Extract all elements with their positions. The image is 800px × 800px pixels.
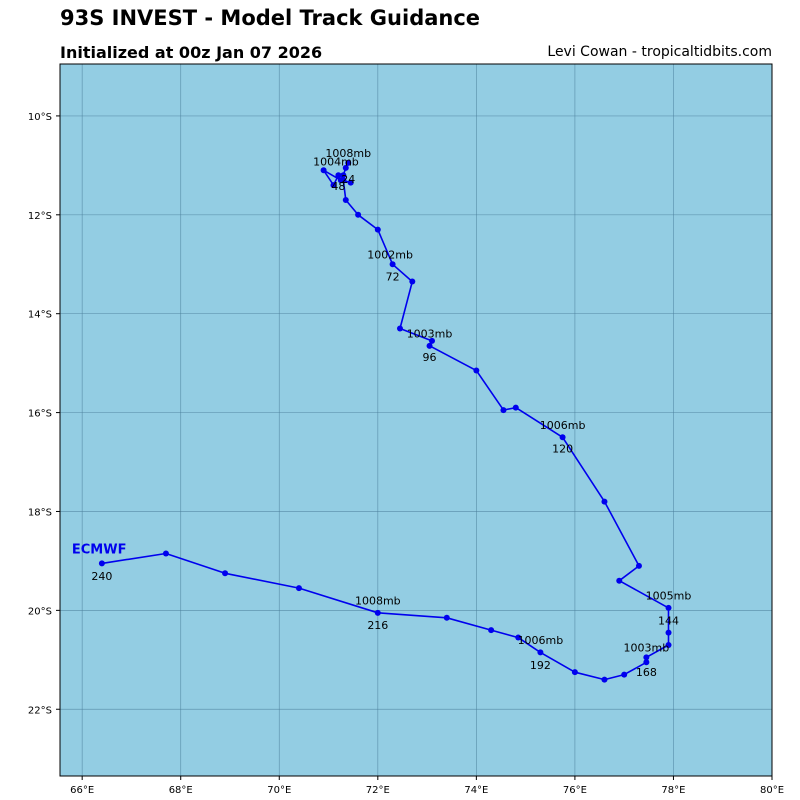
track-annotation: 240: [91, 570, 112, 583]
track-point: [515, 634, 522, 641]
track-point: [601, 676, 608, 683]
track-annotation: 192: [530, 659, 551, 672]
x-tick-label: 74°E: [464, 785, 488, 796]
ocean-background: [60, 64, 772, 776]
track-point: [426, 342, 433, 349]
track-point: [443, 614, 450, 621]
track-point: [330, 182, 337, 189]
y-tick-label: 18°S: [28, 507, 52, 518]
track-point: [488, 627, 495, 634]
y-tick-label: 10°S: [28, 112, 52, 123]
track-point: [500, 407, 507, 414]
track-point: [559, 434, 566, 441]
track-annotation: 1002mb: [367, 248, 413, 261]
track-point: [335, 172, 342, 179]
track-point: [409, 278, 416, 285]
x-tick-label: 66°E: [70, 785, 94, 796]
track-point: [643, 654, 650, 661]
track-point: [295, 585, 302, 592]
track-point: [665, 629, 672, 636]
track-point: [342, 164, 349, 171]
track-annotation: 1003mb: [624, 641, 670, 654]
track-point: [512, 404, 519, 411]
x-tick-label: 80°E: [760, 785, 784, 796]
track-point: [347, 179, 354, 186]
y-tick-label: 14°S: [28, 310, 52, 321]
track-annotation: 1003mb: [407, 327, 453, 340]
x-tick-label: 68°E: [169, 785, 193, 796]
track-point: [345, 159, 352, 166]
track-point: [162, 550, 169, 557]
track-point: [320, 167, 327, 174]
track-point: [98, 560, 105, 567]
x-tick-label: 76°E: [563, 785, 587, 796]
x-tick-label: 78°E: [661, 785, 685, 796]
track-annotation: 144: [658, 614, 679, 627]
track-point: [355, 211, 362, 218]
track-point: [473, 367, 480, 374]
map-frame: [59, 63, 773, 777]
source-credit: Levi Cowan - tropicaltidbits.com: [547, 44, 772, 60]
track-point: [616, 577, 623, 584]
track-annotation: 96: [423, 351, 437, 364]
model-label-ecmwf: ECMWF: [72, 542, 127, 557]
track-annotation: 1006mb: [540, 419, 586, 432]
y-tick-label: 12°S: [28, 211, 52, 222]
track-point: [665, 604, 672, 611]
track-annotation: 72: [386, 271, 400, 284]
track-point: [643, 659, 650, 666]
track-annotation: 1005mb: [646, 590, 692, 603]
track-point: [342, 196, 349, 203]
track-annotation: 216: [367, 619, 388, 632]
track-point: [374, 609, 381, 616]
track-point: [537, 649, 544, 656]
track-annotation: 48: [331, 180, 345, 193]
init-time-subtitle: Initialized at 00z Jan 07 2026: [60, 43, 323, 62]
track-point: [222, 570, 229, 577]
track-point: [601, 498, 608, 505]
track-point: [340, 172, 347, 179]
track-point: [340, 177, 347, 184]
chart-title: 93S INVEST - Model Track Guidance: [60, 6, 481, 30]
track-point: [571, 669, 578, 676]
track-point: [396, 325, 403, 332]
y-tick-label: 20°S: [28, 606, 52, 617]
track-point: [665, 641, 672, 648]
track-point: [429, 337, 436, 344]
track-annotation: 168: [636, 666, 657, 679]
track-annotation: 1004mb: [313, 155, 359, 168]
y-tick-label: 22°S: [28, 705, 52, 716]
x-tick-label: 72°E: [366, 785, 390, 796]
y-tick-label: 16°S: [28, 409, 52, 420]
track-point: [635, 562, 642, 569]
track-point: [621, 671, 628, 678]
track-point: [389, 261, 396, 268]
track-annotation: 24: [341, 173, 355, 186]
x-tick-label: 70°E: [267, 785, 291, 796]
track-point: [374, 226, 381, 233]
track-annotation: 1006mb: [518, 634, 564, 647]
track-annotation: 1008mb: [355, 594, 401, 607]
track-annotation: 1008mb: [325, 147, 371, 160]
track-annotation: 120: [552, 443, 573, 456]
